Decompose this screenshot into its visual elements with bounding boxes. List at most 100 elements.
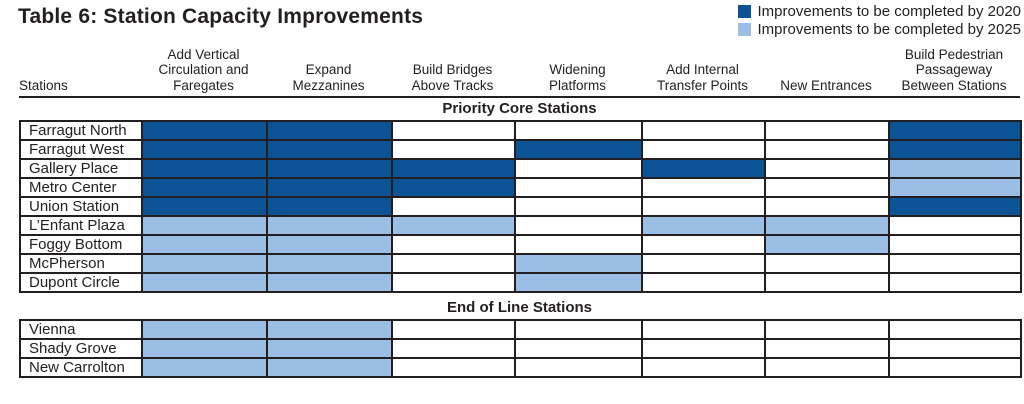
improvement-cell-2025 bbox=[266, 272, 393, 293]
improvement-cell-empty bbox=[641, 120, 766, 141]
improvement-cell-empty bbox=[514, 177, 643, 198]
improvement-cell-2020 bbox=[266, 196, 393, 217]
improvement-cell-empty bbox=[641, 357, 766, 378]
station-label: Gallery Place bbox=[19, 158, 143, 179]
table-row: McPherson bbox=[19, 253, 1022, 274]
legend-swatch-icon bbox=[737, 23, 751, 36]
improvement-cell-empty bbox=[514, 158, 643, 179]
improvement-cell-2020 bbox=[141, 196, 268, 217]
legend-label: Improvements to be completed by 2020 bbox=[757, 3, 1021, 20]
station-table: Farragut North Farragut West Gallery Place… bbox=[19, 120, 1022, 293]
improvement-cell-2025 bbox=[764, 215, 890, 236]
improvement-cell-empty bbox=[888, 338, 1022, 359]
improvement-cell-2020 bbox=[141, 177, 268, 198]
improvement-cell-2020 bbox=[641, 158, 766, 179]
improvement-cell-empty bbox=[514, 215, 643, 236]
station-label: Farragut West bbox=[19, 139, 143, 160]
improvement-cell-empty bbox=[391, 338, 516, 359]
improvement-cell-2020 bbox=[888, 139, 1022, 160]
station-label: Shady Grove bbox=[19, 338, 143, 359]
improvement-cell-empty bbox=[764, 338, 890, 359]
improvement-cell-empty bbox=[391, 196, 516, 217]
improvement-cell-empty bbox=[641, 319, 766, 340]
improvement-cell-2025 bbox=[141, 215, 268, 236]
station-label: L’Enfant Plaza bbox=[19, 215, 143, 236]
improvement-cell-empty bbox=[514, 234, 643, 255]
table-row: Dupont Circle bbox=[19, 272, 1022, 293]
improvement-cell-2025 bbox=[764, 234, 890, 255]
column-header-3: Build Bridges Above Tracks bbox=[411, 62, 494, 93]
improvement-cell-empty bbox=[764, 139, 890, 160]
station-label: New Carrolton bbox=[19, 357, 143, 378]
table-row: Foggy Bottom bbox=[19, 234, 1022, 255]
column-header-5: Add Internal Transfer Points bbox=[656, 62, 749, 93]
section-heading: End of Line Stations bbox=[447, 299, 592, 316]
header-row: Stations Add Vertical Circulation and Far… bbox=[19, 46, 1020, 98]
improvement-cell-empty bbox=[391, 253, 516, 274]
table-row: Gallery Place bbox=[19, 158, 1022, 179]
improvement-cell-2025 bbox=[266, 215, 393, 236]
improvement-cell-2025 bbox=[266, 234, 393, 255]
station-label: Vienna bbox=[19, 319, 143, 340]
improvement-cell-empty bbox=[764, 357, 890, 378]
improvement-cell-empty bbox=[514, 319, 643, 340]
improvement-cell-2020 bbox=[141, 158, 268, 179]
column-header-0: Stations bbox=[19, 77, 68, 93]
improvement-cell-2020 bbox=[266, 158, 393, 179]
improvement-cell-2020 bbox=[141, 139, 268, 160]
improvement-cell-2020 bbox=[266, 177, 393, 198]
station-label: Farragut North bbox=[19, 120, 143, 141]
improvement-cell-2025 bbox=[141, 272, 268, 293]
improvement-cell-empty bbox=[764, 196, 890, 217]
improvement-cell-empty bbox=[641, 253, 766, 274]
legend-swatch-icon bbox=[737, 5, 751, 18]
improvement-cell-2025 bbox=[266, 319, 393, 340]
station-label: McPherson bbox=[19, 253, 143, 274]
improvement-cell-empty bbox=[764, 272, 890, 293]
station-table: Vienna Shady Grove New Carrolton bbox=[19, 319, 1022, 378]
improvement-cell-2020 bbox=[266, 120, 393, 141]
improvement-cell-empty bbox=[514, 357, 643, 378]
improvement-cell-empty bbox=[764, 158, 890, 179]
improvement-cell-empty bbox=[641, 196, 766, 217]
improvement-cell-empty bbox=[888, 215, 1022, 236]
improvement-cell-2020 bbox=[888, 196, 1022, 217]
improvement-cell-2025 bbox=[266, 253, 393, 274]
column-header-2: Expand Mezzanines bbox=[292, 62, 365, 93]
improvement-cell-empty bbox=[391, 272, 516, 293]
improvement-cell-empty bbox=[641, 338, 766, 359]
improvement-cell-empty bbox=[391, 234, 516, 255]
table-row: Farragut North bbox=[19, 120, 1022, 141]
improvement-cell-2025 bbox=[391, 215, 516, 236]
improvement-cell-empty bbox=[391, 357, 516, 378]
improvement-cell-empty bbox=[764, 253, 890, 274]
improvement-cell-empty bbox=[764, 319, 890, 340]
table-area: Stations Add Vertical Circulation and Far… bbox=[19, 46, 1022, 380]
table-row: Vienna bbox=[19, 319, 1022, 340]
legend-item-2025: Improvements to be completed by 2025 bbox=[737, 21, 1021, 38]
station-label: Union Station bbox=[19, 196, 143, 217]
improvement-cell-empty bbox=[764, 120, 890, 141]
section-heading: Priority Core Stations bbox=[442, 100, 597, 117]
sections-container: Priority Core Stations Farragut North Farr… bbox=[19, 98, 1022, 378]
improvement-cell-2025 bbox=[141, 253, 268, 274]
improvement-cell-empty bbox=[514, 338, 643, 359]
legend-item-2020: Improvements to be completed by 2020 bbox=[737, 3, 1021, 20]
column-header-4: Widening Platforms bbox=[548, 62, 606, 93]
column-header-7: Build Pedestrian Passageway Between Stat… bbox=[901, 46, 1007, 93]
improvement-cell-2020 bbox=[391, 177, 516, 198]
station-label: Metro Center bbox=[19, 177, 143, 198]
improvement-cell-empty bbox=[888, 234, 1022, 255]
column-header-6: New Entrances bbox=[780, 77, 872, 93]
improvement-cell-empty bbox=[391, 319, 516, 340]
improvement-cell-empty bbox=[641, 139, 766, 160]
table-row: Shady Grove bbox=[19, 338, 1022, 359]
table-row: Union Station bbox=[19, 196, 1022, 217]
improvement-cell-2020 bbox=[266, 139, 393, 160]
table-row: New Carrolton bbox=[19, 357, 1022, 378]
improvement-cell-2025 bbox=[141, 338, 268, 359]
improvement-cell-2025 bbox=[888, 177, 1022, 198]
improvement-cell-2020 bbox=[141, 120, 268, 141]
station-label: Foggy Bottom bbox=[19, 234, 143, 255]
